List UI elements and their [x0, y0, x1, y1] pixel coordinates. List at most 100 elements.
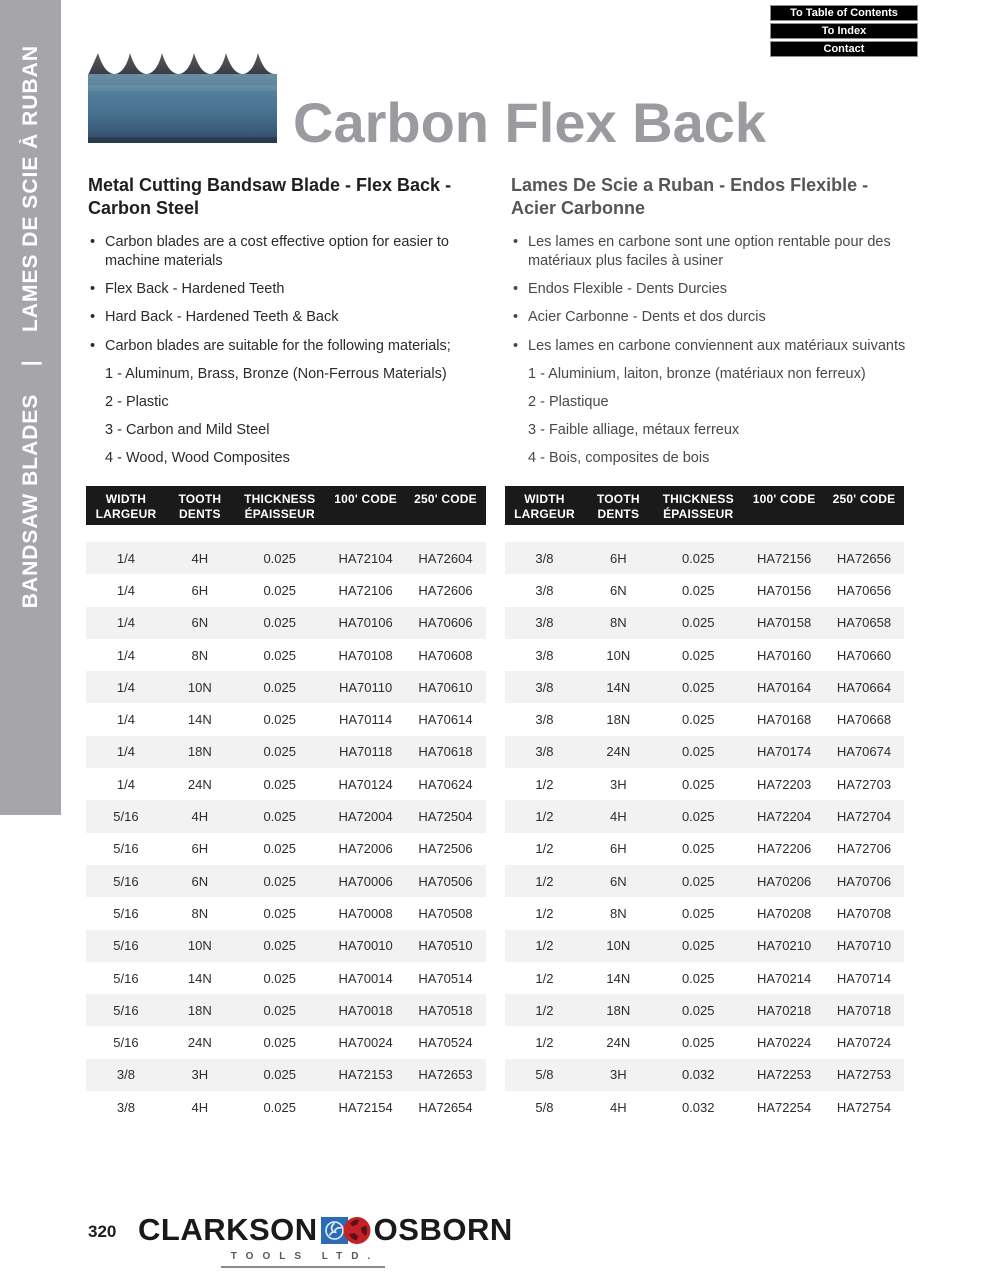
table-cell: 1/4	[116, 550, 135, 566]
product-table-right: WIDTH LARGEUR TOOTH DENTS THICKNESS ÉPAISSE…	[504, 486, 905, 1123]
table-row: 1/2 6N 0.025 HA70206 HA70706	[504, 864, 904, 898]
table-cell: 0.025	[263, 679, 296, 695]
material-item: 1 - Aluminium, laiton, bronze (matériaux…	[528, 365, 866, 382]
bullet-item: Acier Carbonne - Dents et dos durcis	[511, 308, 908, 327]
nav-table-of-contents-button[interactable]: To Table of Contents	[770, 5, 918, 21]
column-header-thickness: THICKNESS ÉPAISSEUR	[662, 492, 734, 521]
table-row: 5/16 10N 0.025 HA70010 HA70510	[86, 929, 486, 962]
table-cell: 0.025	[263, 776, 296, 792]
table-cell: 0.025	[681, 582, 715, 598]
table-cell: HA70114	[338, 712, 393, 728]
table-cell: HA70168	[757, 712, 812, 728]
table-row: 5/16 8N 0.025 HA70008 HA70508	[86, 897, 486, 929]
table-header-left: WIDTH LARGEUR TOOTH DENTS THICKNESS ÉPAISSE…	[86, 486, 486, 525]
table-cell: HA72604	[418, 550, 473, 566]
table-cell: HA72654	[418, 1099, 473, 1115]
table-cell: 10N	[606, 938, 631, 954]
bandsaw-blade-image	[88, 25, 277, 146]
nav-index-button[interactable]: To Index	[770, 23, 918, 39]
table-cell: HA70224	[757, 1035, 812, 1051]
table-cell: HA70660	[836, 647, 892, 663]
table-cell: 5/16	[113, 1002, 139, 1018]
table-cell: HA72706	[836, 841, 892, 857]
table-cell: 6H	[610, 841, 627, 857]
table-row: 1/2 8N 0.025 HA70208 HA70708	[505, 897, 905, 929]
table-cell: HA70608	[418, 647, 473, 663]
table-cell: 6N	[191, 873, 209, 889]
table-cell: 6H	[610, 550, 627, 566]
table-cell: 0.025	[681, 647, 715, 663]
table-cell: 0.025	[681, 905, 715, 921]
table-cell: HA70606	[418, 615, 473, 631]
table-cell: 3/8	[535, 582, 554, 598]
table-cell: HA70610	[418, 679, 473, 695]
table-cell: 0.025	[681, 1002, 715, 1018]
table-cell: 1/2	[535, 905, 554, 921]
table-row: 1/2 10N 0.025 HA70210 HA70710	[504, 929, 904, 962]
table-cell: HA70018	[338, 1002, 393, 1018]
table-cell: 5/16	[113, 841, 139, 857]
table-cell: HA70674	[836, 744, 892, 760]
table-cell: 10N	[606, 647, 631, 663]
table-cell: HA70124	[338, 776, 393, 792]
table-cell: HA70174	[757, 744, 812, 760]
table-cell: HA72106	[338, 582, 393, 598]
column-header-thickness: THICKNESS ÉPAISSEUR	[244, 492, 316, 521]
table-cell: 5/16	[113, 873, 139, 889]
table-row: 1/4 4H 0.025 HA72104 HA72604	[86, 542, 486, 575]
table-cell: 0.025	[263, 550, 296, 566]
table-cell: HA72653	[418, 1067, 473, 1083]
table-cell: 8N	[191, 905, 209, 921]
table-row: 1/2 3H 0.025 HA72203 HA72703	[505, 768, 905, 800]
table-cell: 24N	[187, 1035, 212, 1051]
table-cell: 1/4	[116, 582, 135, 598]
table-cell: 24N	[606, 744, 631, 760]
table-row: 5/16 24N 0.025 HA70024 HA70524	[86, 1026, 486, 1058]
table-row: 5/16 18N 0.025 HA70018 HA70518	[86, 994, 486, 1027]
table-cell: 0.025	[681, 970, 715, 986]
table-row: 3/8 14N 0.025 HA70164 HA70664	[504, 671, 904, 704]
table-cell: 24N	[187, 776, 212, 792]
table-cell: HA70160	[757, 647, 812, 663]
table-cell: 6H	[191, 841, 209, 857]
table-cell: HA70164	[757, 679, 812, 695]
table-cell: HA70156	[757, 582, 812, 598]
table-body-right: 3/8 6H 0.025 HA72156 HA72656 3/8 6N 0.025 HA7015…	[504, 542, 905, 1123]
nav-contact-button[interactable]: Contact	[770, 41, 918, 57]
table-cell: 8N	[191, 647, 209, 663]
table-row: 3/8 3H 0.025 HA72153 HA72653	[86, 1058, 486, 1092]
english-bullet-list: Carbon blades are a cost effective optio…	[88, 233, 485, 356]
table-cell: 5/16	[113, 905, 139, 921]
table-cell: 3H	[610, 776, 627, 792]
table-cell: 3/8	[535, 712, 554, 728]
french-materials-list: 1 - Aluminium, laiton, bronze (matériaux…	[511, 365, 908, 469]
material-item: 3 - Carbon and Mild Steel	[105, 421, 270, 438]
material-item: 1 - Aluminum, Brass, Bronze (Non-Ferrous…	[105, 365, 447, 382]
table-cell: 1/4	[116, 679, 135, 695]
bullet-item: Carbon blades are a cost effective optio…	[88, 233, 485, 271]
table-cell: 10N	[187, 938, 212, 954]
english-column: Metal Cutting Bandsaw Blade - Flex Back …	[88, 174, 485, 477]
table-cell: 1/4	[116, 615, 135, 631]
bullet-item: Hard Back - Hardened Teeth & Back	[88, 308, 485, 327]
table-cell: 0.025	[263, 1099, 296, 1115]
table-cell: 14N	[606, 679, 631, 695]
table-cell: HA72104	[338, 550, 393, 566]
table-cell: 1/2	[535, 1002, 554, 1018]
table-cell: 0.025	[681, 1035, 715, 1051]
table-cell: HA70710	[836, 938, 892, 954]
table-cell: 1/2	[535, 970, 554, 986]
table-cell: 0.025	[263, 1035, 296, 1051]
english-materials-list: 1 - Aluminum, Brass, Bronze (Non-Ferrous…	[88, 365, 485, 469]
table-cell: HA70706	[836, 873, 892, 889]
table-row: 1/4 8N 0.025 HA70108 HA70608	[86, 639, 486, 671]
product-tables: WIDTH LARGEUR TOOTH DENTS THICKNESS ÉPAISSE…	[86, 486, 904, 1123]
table-cell: 18N	[187, 744, 212, 760]
brand-osborn-text: OSBORN	[373, 1212, 513, 1247]
table-body-left: 1/4 4H 0.025 HA72104 HA72604 1/4 6H 0.025 HA7210…	[86, 542, 486, 1123]
table-cell: 3/8	[116, 1067, 135, 1083]
table-cell: HA70158	[757, 615, 812, 631]
table-cell: 0.025	[263, 970, 296, 986]
table-cell: 0.025	[263, 873, 296, 889]
table-cell: HA72254	[757, 1099, 812, 1115]
